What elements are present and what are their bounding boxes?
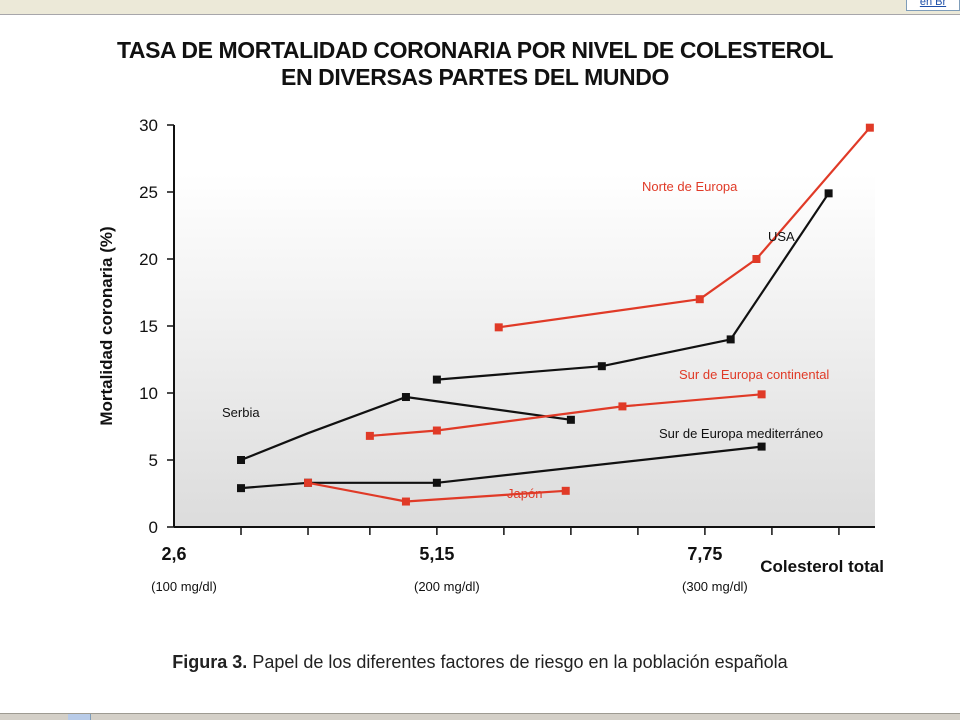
data-point [752,255,761,263]
series-label-sur-de-europa-continental: Sur de Europa continental [679,367,829,382]
data-point [432,375,441,384]
x-tick-label: 7,75 [687,544,722,564]
series-label-norte-de-europa: Norte de Europa [642,179,738,194]
x-tick-sublabel: (300 mg/dl) [682,579,748,594]
data-point [304,478,313,487]
series-line-sur-de-europa-continental [369,393,762,437]
data-point [824,189,833,198]
data-point [237,456,246,464]
taskbar-tab[interactable] [68,714,91,720]
y-axis-label: Mortalidad coronaria (%) [97,226,116,425]
y-tick-label: 10 [139,384,158,403]
series-line-serbia [240,395,572,462]
x-tick-sublabel: (200 mg/dl) [414,579,480,594]
figure-caption-label: Figura 3. [172,652,248,672]
data-point [597,362,606,371]
data-point [695,295,704,304]
chart-title-line2: EN DIVERSAS PARTES DEL MUNDO [281,64,669,90]
y-tick-label: 15 [139,317,158,336]
y-tick-label: 25 [139,183,158,202]
data-point [401,393,410,402]
x-tick-label: 2,6 [161,544,186,564]
data-point [432,426,441,435]
data-point [618,402,627,411]
data-point [566,415,575,424]
data-point [757,442,766,451]
y-tick-label: 30 [139,116,158,135]
data-point [401,497,410,506]
chart-title-line1: TASA DE MORTALIDAD CORONARIA POR NIVEL D… [116,37,834,63]
data-point [432,478,441,487]
y-tick-label: 0 [149,518,158,537]
series-line-sur-de-europa-mediterraneo [240,445,762,490]
plot-area [174,125,875,527]
data-point [561,486,570,495]
series-label-japon: Japón [507,486,542,501]
data-point [237,484,246,493]
y-tick-label: 5 [149,451,158,470]
data-point [365,431,374,440]
series-line-usa [436,192,830,381]
figure-caption: Figura 3. Papel de los diferentes factor… [0,652,960,673]
figure-caption-text: Papel de los diferentes factores de ries… [252,652,788,672]
data-point [865,123,874,132]
series-label-serbia: Serbia [222,405,260,420]
window-toolbar: en Br [0,0,960,15]
window-statusbar [0,713,960,720]
x-tick-label: 5,15 [419,544,454,564]
series-label-sur-de-europa-mediterraneo: Sur de Europa mediterráneo [659,426,823,441]
series-label-usa: USA [768,229,795,244]
data-point [494,323,503,332]
x-axis-label: Colesterol total [760,557,884,576]
data-point [757,390,766,399]
series-line-norte-de-europa [498,126,871,329]
y-tick-label: 20 [139,250,158,269]
x-tick-sublabel: (100 mg/dl) [151,579,217,594]
data-point [726,335,735,344]
